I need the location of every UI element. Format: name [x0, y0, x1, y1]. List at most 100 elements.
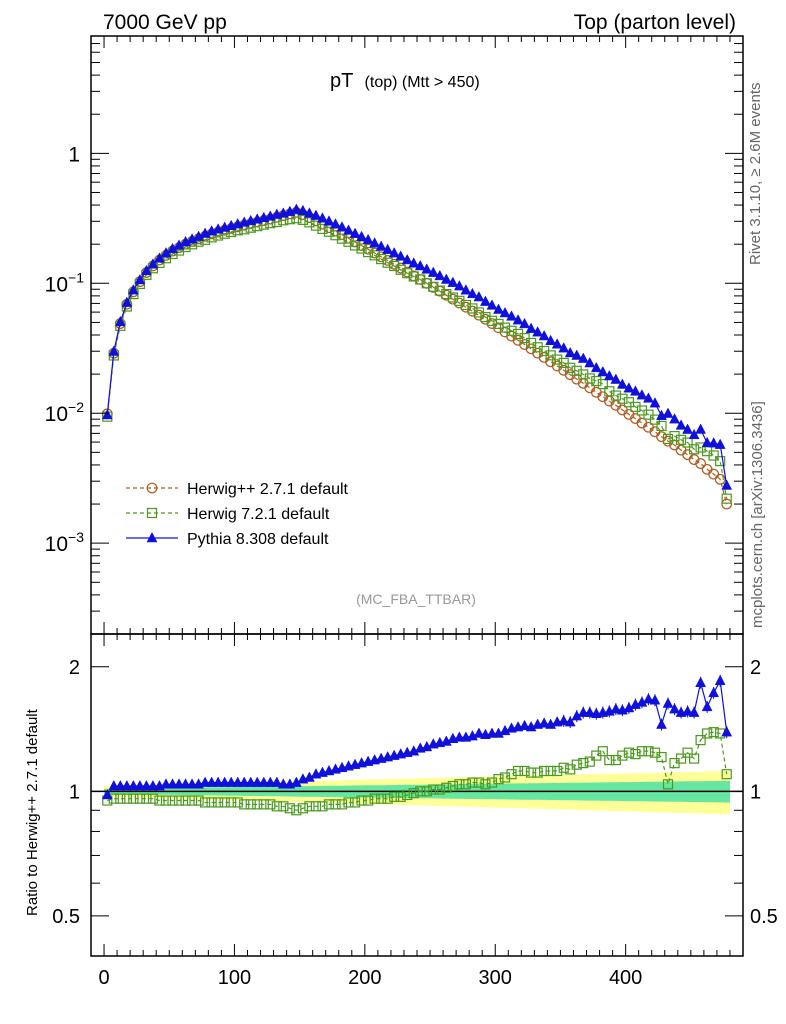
- ratio-point-1-30: [297, 803, 308, 814]
- uncertainty-bands: [104, 771, 730, 815]
- ratio-point-2-84: [649, 694, 661, 705]
- main-point-2-3: [121, 296, 133, 307]
- main-point-2-44: [388, 247, 400, 258]
- ratio-point-1-39: [356, 795, 367, 806]
- main-point-2-36: [336, 221, 348, 232]
- ratio-point-2-94: [714, 674, 726, 686]
- ratio-point-1-15: [200, 797, 211, 808]
- ratio-point-1-13: [186, 795, 198, 806]
- ratio-point-2-90: [688, 706, 700, 717]
- main-point-1-30: [297, 214, 308, 225]
- main-point-2-71: [564, 346, 576, 358]
- main-point-2-50: [427, 266, 439, 277]
- analysis-label: (MC_FBA_TTBAR): [356, 591, 476, 607]
- main-point-2-45: [395, 250, 407, 261]
- x-tick-label-0: 0: [98, 967, 109, 989]
- ratio-point-2-26: [271, 776, 283, 787]
- ratio-point-1-34: [323, 799, 335, 810]
- main-point-1-89: [682, 437, 693, 448]
- main-ytick-exp-1: −2: [68, 399, 84, 415]
- ratio-ytick-label-right-0: 0.5: [750, 906, 778, 928]
- main-point-1-51: [434, 285, 445, 296]
- main-point-2-33: [317, 212, 328, 223]
- ratio-point-2-83: [643, 693, 654, 704]
- main-line-1: [106, 217, 728, 499]
- ratio-point-1-60: [493, 774, 504, 785]
- ratio-point-1-93: [708, 727, 719, 738]
- main-point-2-2: [114, 315, 126, 327]
- main-point-1-75: [591, 375, 602, 387]
- main-ytick-base-3: 1: [68, 143, 80, 166]
- ratio-point-1-69: [552, 765, 563, 777]
- main-point-1-49: [421, 278, 432, 289]
- main-point-2-40: [362, 233, 374, 245]
- ratio-point-1-33: [317, 801, 328, 812]
- ratio-point-1-59: [486, 777, 498, 788]
- ratio-ytick-label-left-0: 0.5: [52, 906, 80, 928]
- ratio-point-1-53: [447, 780, 458, 792]
- main-ytick-base-2: 10: [45, 273, 68, 296]
- main-point-1-47: [408, 271, 419, 282]
- ratio-point-1-3: [121, 793, 132, 804]
- main-line-0: [106, 211, 728, 505]
- main-point-2-4: [127, 284, 139, 295]
- ratio-point-1-62: [506, 769, 517, 780]
- ratio-point-1-41: [369, 793, 380, 804]
- ratio-point-2-70: [558, 714, 570, 726]
- main-point-1-93: [708, 450, 719, 461]
- main-point-1-78: [610, 390, 621, 401]
- ratio-point-1-5: [134, 793, 145, 804]
- main-point-1-58: [480, 312, 491, 323]
- ratio-point-1-79: [617, 750, 628, 761]
- ratio-point-2-93: [708, 686, 720, 698]
- ratio-point-1-95: [721, 769, 732, 780]
- main-point-1-95: [721, 493, 732, 504]
- main-point-1-50: [428, 281, 439, 292]
- ratio-point-1-58: [480, 779, 491, 790]
- ratio-point-1-28: [284, 803, 295, 814]
- main-point-2-52: [440, 273, 452, 284]
- main-point-2-80: [623, 382, 635, 393]
- main-point-1-94: [715, 456, 726, 467]
- main-point-2-30: [297, 204, 309, 215]
- ratio-point-1-24: [258, 799, 269, 810]
- main-point-2-81: [630, 385, 641, 396]
- ratio-point-1-73: [578, 758, 589, 769]
- ratio-point-1-77: [604, 754, 615, 766]
- main-point-1-39: [356, 243, 367, 254]
- header-left: 7000 GeV pp: [103, 11, 227, 34]
- plot-title-sub: (top) (Mtt > 450): [365, 74, 480, 91]
- ratio-point-1-7: [147, 793, 159, 804]
- main-point-2-95: [721, 479, 733, 490]
- legend: Herwig++ 2.7.1 default Herwig 7.2.1 defau…: [126, 481, 349, 548]
- main-point-2-90: [688, 428, 700, 440]
- main-point-2-42: [375, 240, 387, 251]
- main-point-0-91: [695, 458, 707, 469]
- ratio-point-1-55: [460, 779, 471, 790]
- main-point-2-86: [662, 407, 674, 418]
- ratio-point-1-40: [363, 795, 374, 806]
- main-point-2-67: [538, 329, 550, 341]
- ratio-point-1-25: [265, 799, 276, 810]
- main-point-2-1: [108, 345, 120, 356]
- main-point-1-79: [617, 393, 628, 404]
- ratio-point-1-83: [643, 746, 654, 757]
- plot-title-main: pT: [330, 70, 353, 92]
- main-point-1-43: [382, 257, 393, 268]
- main-point-0-95: [721, 498, 733, 510]
- main-point-2-8: [154, 252, 165, 263]
- main-ytick-exp-2: −1: [68, 269, 84, 285]
- main-point-1-34: [323, 226, 335, 237]
- ratio-ytick-label-right-1: 1: [750, 781, 761, 803]
- ratio-point-1-49: [421, 786, 432, 797]
- ratio-point-1-6: [141, 793, 152, 804]
- main-point-2-60: [493, 303, 504, 314]
- main-point-1-91: [695, 442, 706, 453]
- main-point-2-0: [101, 408, 113, 420]
- main-point-2-35: [330, 218, 341, 229]
- main-point-1-71: [565, 362, 576, 373]
- ratio-point-1-82: [636, 746, 648, 757]
- main-point-2-46: [401, 253, 413, 265]
